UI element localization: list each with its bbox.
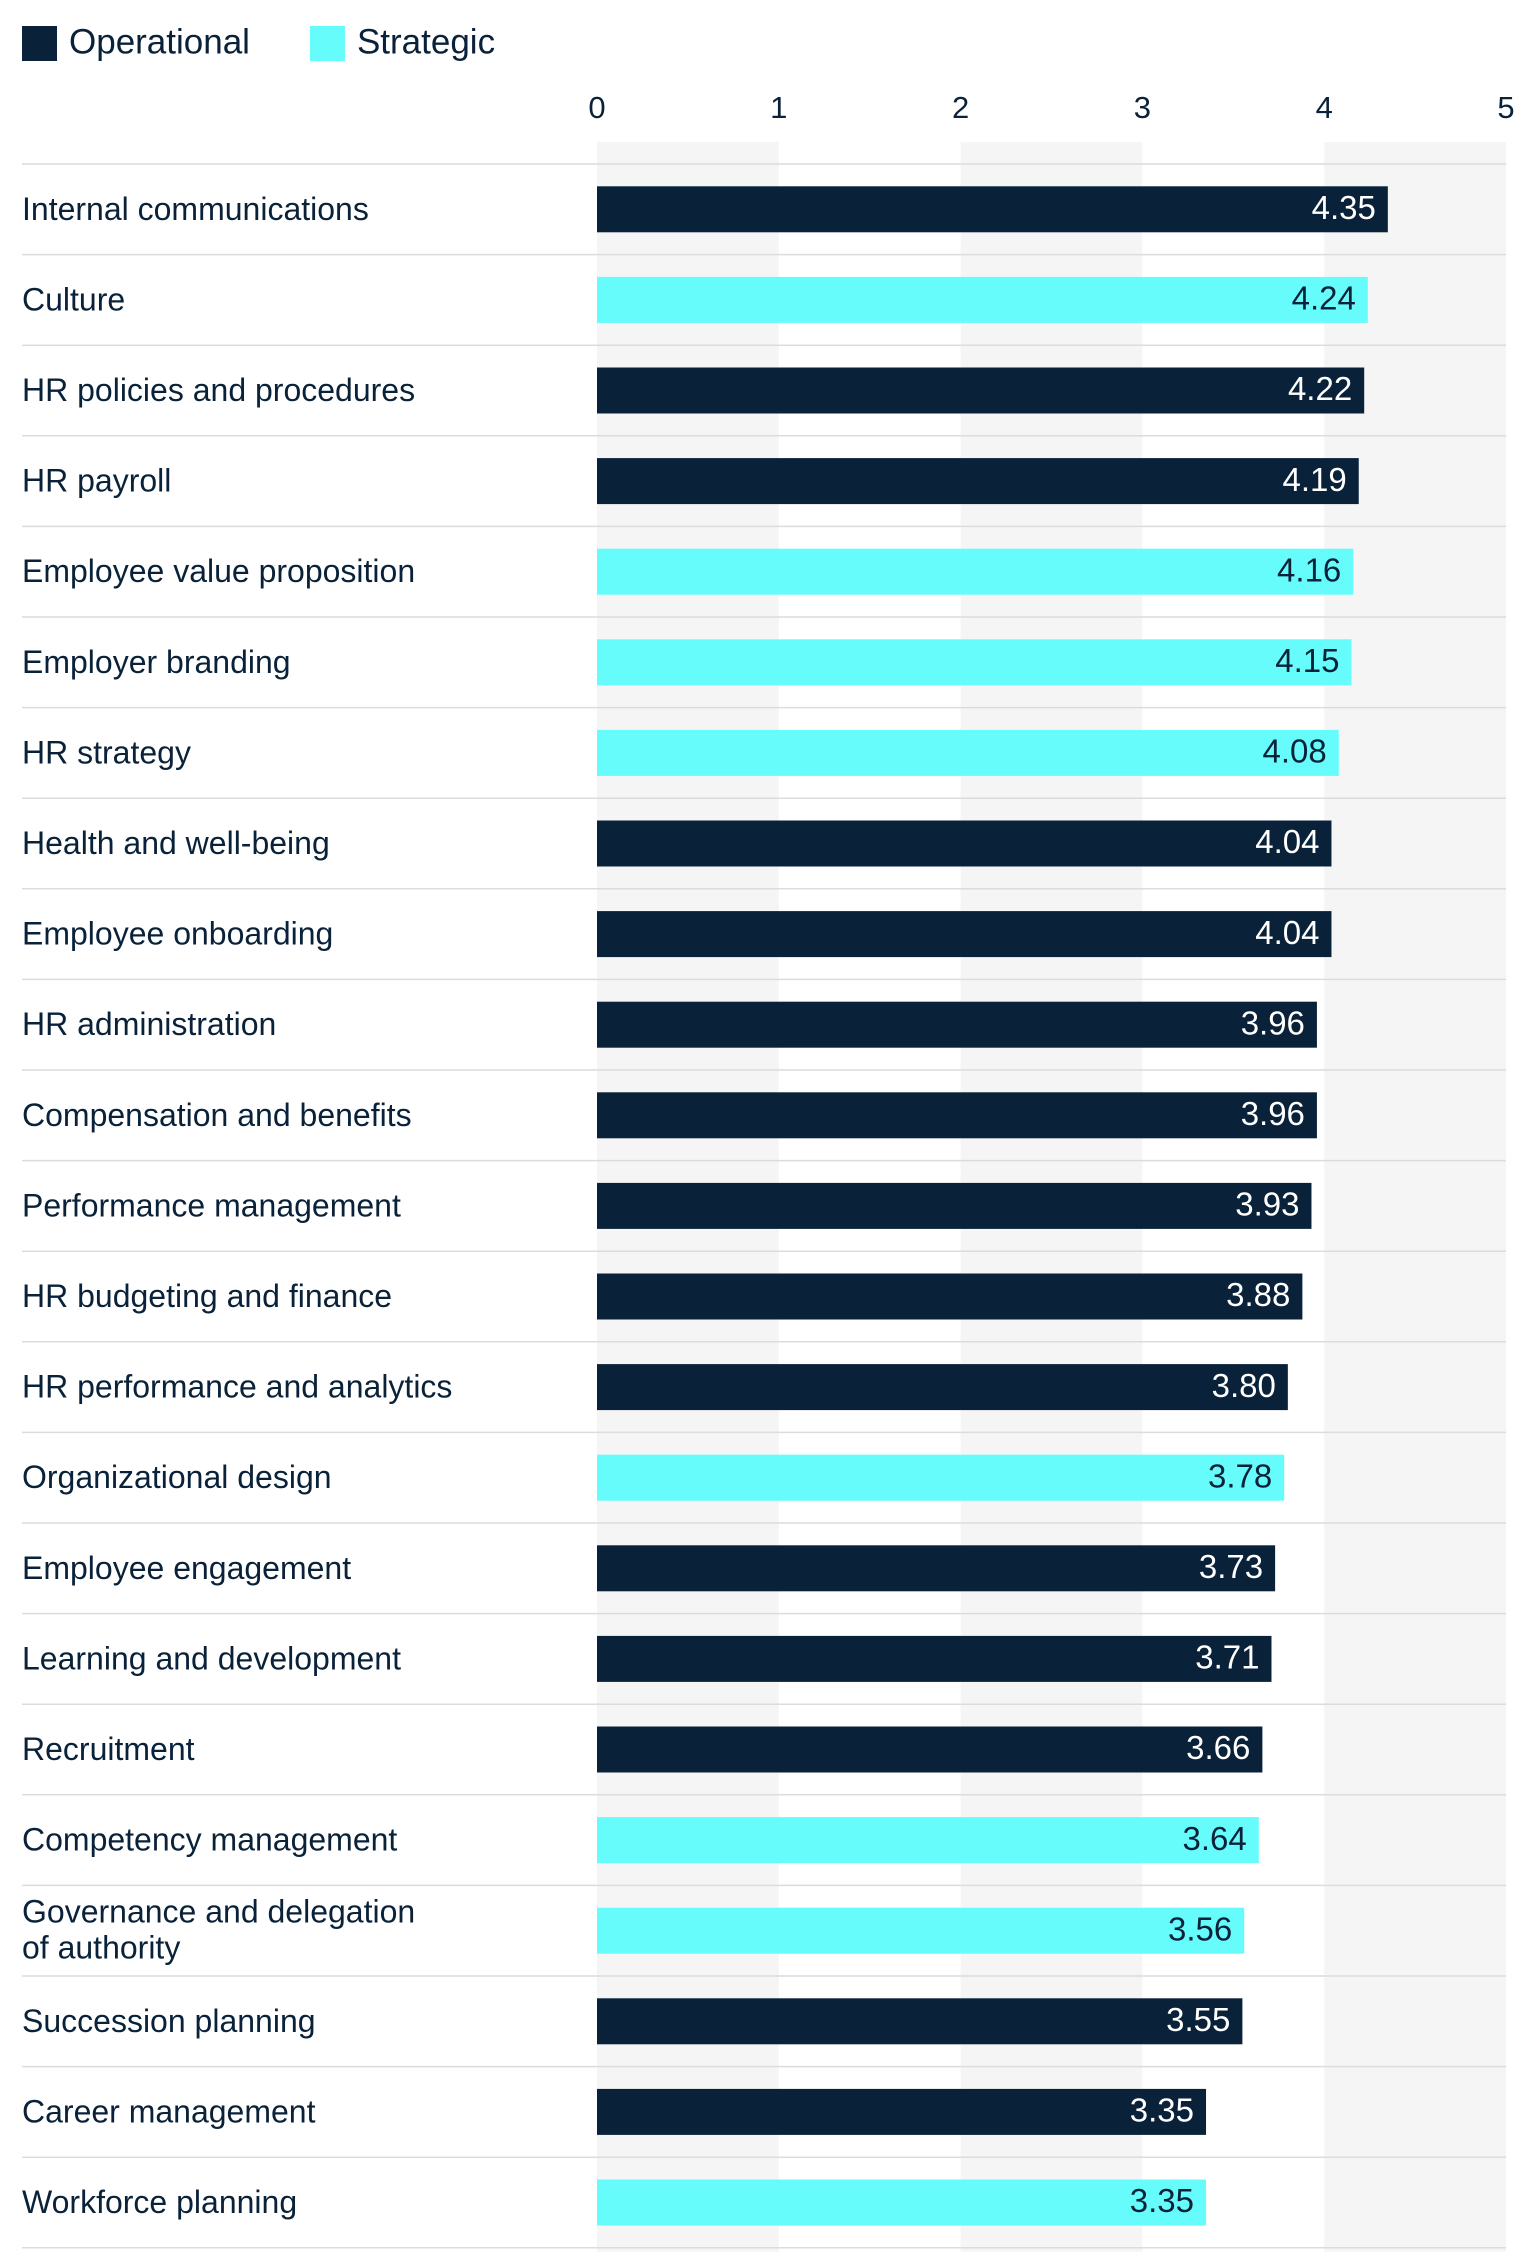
value-label: 4.04 [1255, 823, 1319, 860]
value-label: 4.15 [1275, 642, 1339, 679]
legend-swatch [22, 26, 57, 61]
category-label: HR policies and procedures [22, 372, 415, 408]
bar [597, 1273, 1303, 1320]
value-label: 4.35 [1312, 189, 1376, 226]
bar [597, 1092, 1317, 1139]
x-tick-label: 0 [588, 90, 605, 125]
bar [597, 1635, 1272, 1682]
bar [597, 1454, 1285, 1501]
category-label: Compensation and benefits [22, 1097, 412, 1133]
value-label: 4.24 [1292, 280, 1356, 317]
bar [597, 1907, 1245, 1954]
x-tick-label: 4 [1316, 90, 1333, 125]
value-label: 4.22 [1288, 370, 1352, 407]
bar [597, 1998, 1243, 2045]
category-label: Employee value proposition [22, 553, 415, 589]
value-label: 3.88 [1226, 1276, 1290, 1313]
category-label: Employer branding [22, 644, 291, 680]
value-label: 3.64 [1183, 1820, 1247, 1857]
value-label: 3.96 [1241, 1004, 1305, 1041]
bar [597, 367, 1365, 414]
legend-swatch [309, 26, 345, 61]
category-label: Organizational design [22, 1459, 332, 1495]
bar [597, 2088, 1207, 2135]
legend-label: Strategic [357, 22, 495, 61]
value-label: 3.80 [1212, 1367, 1276, 1404]
bar [597, 2179, 1207, 2226]
bar [597, 911, 1332, 958]
bar [597, 458, 1359, 505]
category-label: HR administration [22, 1006, 276, 1042]
category-label: Career management [22, 2093, 316, 2129]
category-label: Health and well-being [22, 825, 330, 861]
value-label: 3.78 [1208, 1457, 1272, 1494]
category-label: Governance and delegation of authority [22, 1894, 415, 1966]
category-label: Employee onboarding [22, 916, 333, 952]
category-label: Succession planning [22, 2003, 316, 2039]
bar [597, 820, 1332, 867]
category-label: Culture [22, 281, 125, 317]
bar [597, 548, 1354, 595]
category-label: Recruitment [22, 1731, 195, 1767]
value-label: 4.16 [1277, 551, 1341, 588]
category-label: Learning and development [22, 1640, 401, 1676]
x-tick-label: 1 [770, 90, 787, 125]
category-label: HR payroll [22, 463, 171, 499]
category-label: HR performance and analytics [22, 1369, 452, 1405]
value-label: 4.04 [1255, 914, 1319, 951]
value-label: 3.66 [1186, 1729, 1250, 1766]
bar [597, 1182, 1312, 1229]
x-tick-label: 2 [952, 90, 969, 125]
category-label: HR budgeting and finance [22, 1278, 392, 1314]
bar [597, 1001, 1317, 1048]
x-tick-label: 3 [1134, 90, 1151, 125]
value-label: 3.55 [1166, 2001, 1230, 2038]
bar [597, 639, 1352, 686]
value-label: 4.19 [1283, 461, 1347, 498]
bar [597, 1364, 1288, 1411]
category-label: Performance management [22, 1187, 401, 1223]
value-label: 3.35 [1130, 2182, 1194, 2219]
value-label: 3.96 [1241, 1095, 1305, 1132]
value-label: 3.56 [1168, 1910, 1232, 1947]
value-label: 3.93 [1235, 1186, 1299, 1223]
value-label: 3.71 [1195, 1639, 1259, 1676]
bar [597, 276, 1368, 323]
x-tick-label: 5 [1497, 90, 1514, 125]
bar [597, 1545, 1276, 1592]
value-label: 3.73 [1199, 1548, 1263, 1585]
value-label: 4.08 [1263, 733, 1327, 770]
category-label: Internal communications [22, 191, 369, 227]
category-label: Workforce planning [22, 2184, 297, 2220]
category-label: Competency management [22, 1822, 397, 1858]
bar [597, 1817, 1259, 1864]
category-label: HR strategy [22, 734, 191, 770]
value-label: 3.35 [1130, 2092, 1194, 2129]
legend-label: Operational [69, 22, 250, 61]
bar [597, 186, 1388, 233]
bar [597, 729, 1339, 776]
category-label: Employee engagement [22, 1550, 351, 1586]
bar [597, 1726, 1263, 1773]
